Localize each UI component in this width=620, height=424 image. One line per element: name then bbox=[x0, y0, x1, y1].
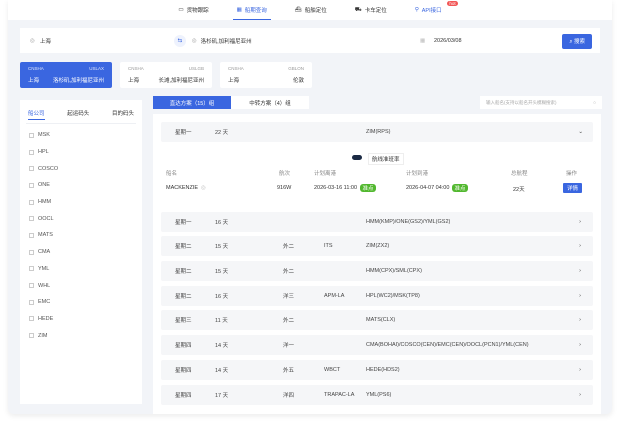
schedule-row[interactable]: 星期一 16 天 HMM(KMP)/ONE(GS2)/YML(GS2) › bbox=[161, 211, 593, 232]
truck-box-icon: ▭ bbox=[178, 7, 184, 13]
schedule-row[interactable]: 星期三 11 天 外二 MATS(CLX) › bbox=[161, 310, 593, 331]
search-icon: ○ bbox=[593, 100, 596, 105]
search-bar: ◎ 上海 ⇆ ◎ 洛杉矶,加利福尼亚州 ▦ 2026/03/08 ⌕ 搜索 bbox=[20, 28, 600, 53]
search-button[interactable]: ⌕ 搜索 bbox=[562, 34, 592, 49]
carrier-checkbox[interactable]: HEDE bbox=[26, 311, 136, 328]
location-icon: ◎ bbox=[30, 37, 35, 44]
date-input[interactable]: 2026/03/08 bbox=[434, 37, 462, 44]
carrier-checkbox[interactable]: COSCO bbox=[26, 160, 136, 177]
chevron-right-icon: › bbox=[579, 391, 581, 398]
schedule-list: 星期一 22 天 ZIM(RPS) ⌄ 航线准班率 船名 航次 计划离港 计划到… bbox=[153, 114, 601, 414]
sailing-detail: 航线准班率 船名 航次 计划离港 计划到港 总航程 操作 MACKENZIE ◎… bbox=[161, 147, 593, 209]
tab-direct[interactable]: 直达方案（15）组 bbox=[153, 96, 231, 109]
vessel-name[interactable]: MACKENZIE bbox=[166, 184, 199, 191]
nav-schedule[interactable]: ▦ 船期查询 bbox=[232, 0, 271, 20]
nav-cargo-tracking[interactable]: ▭ 货物跟踪 bbox=[178, 7, 209, 14]
schedule-row[interactable]: 星期四 17 天 洋四 TRAPAC-LA YML(PS6) › bbox=[161, 384, 593, 405]
nav-truck-position[interactable]: ⛟ 卡车定位 bbox=[354, 6, 387, 15]
swap-icon[interactable]: ⇆ bbox=[173, 34, 186, 47]
carrier-checkbox[interactable]: YML bbox=[26, 261, 136, 278]
route-card[interactable]: CNSHA USLAX 上海 洛杉矶,加利福尼亚州 bbox=[20, 62, 112, 88]
chevron-down-icon: ⌄ bbox=[578, 129, 583, 135]
destination-input[interactable]: 洛杉矶,加利福尼亚州 bbox=[200, 38, 252, 45]
route-card[interactable]: CNSHA USLGB 上海 长滩,加利福尼亚州 bbox=[120, 62, 212, 88]
detail-button[interactable]: 详情 bbox=[563, 182, 583, 193]
carrier-checkbox[interactable]: HMM bbox=[26, 194, 136, 211]
checkbox-icon bbox=[29, 299, 34, 305]
checkbox-icon bbox=[29, 132, 34, 138]
chevron-right-icon: › bbox=[579, 243, 581, 250]
checkbox-icon bbox=[29, 182, 34, 188]
origin-input[interactable]: 上海 bbox=[39, 38, 51, 45]
link-icon: ⚲ bbox=[414, 7, 419, 13]
chevron-right-icon: › bbox=[579, 292, 581, 299]
chevron-right-icon: › bbox=[579, 218, 581, 225]
carrier-checkbox[interactable]: OOCL bbox=[26, 210, 136, 227]
schedule-row[interactable]: 星期二 15 天 外二 HMM(CPX)/SML(CPX) › bbox=[161, 261, 593, 282]
chevron-right-icon: › bbox=[579, 268, 581, 275]
chevron-right-icon: › bbox=[579, 366, 581, 373]
vessel-search-input[interactable]: 输入船名(支持以船名开头模糊搜索) ○ bbox=[480, 96, 602, 109]
carrier-checkbox[interactable]: MATS bbox=[26, 227, 136, 244]
carrier-checkbox[interactable]: MSK bbox=[26, 127, 136, 144]
app-frame: ▭ 货物跟踪 ▦ 船期查询 ⛴ 船舶定位 ⛟ 卡车定位 ⚲ API接口 hot ◎ 上海 ⇆… bbox=[8, 0, 612, 414]
ship-icon: ⛴ bbox=[294, 7, 302, 13]
calendar-icon: ▦ bbox=[420, 37, 426, 44]
checkbox-icon bbox=[29, 166, 34, 172]
checkbox-icon bbox=[29, 283, 34, 289]
checkbox-icon bbox=[29, 249, 34, 255]
schedule-row[interactable]: 星期二 16 天 洋三 APM-LA HPL(WC2)/MSK(TP8) › bbox=[161, 285, 593, 306]
carrier-checkbox[interactable]: EMC bbox=[26, 294, 136, 311]
calendar-icon: ▦ bbox=[236, 6, 242, 13]
carrier-checkbox[interactable]: HPL bbox=[26, 144, 136, 161]
truck-icon: ⛟ bbox=[354, 6, 362, 13]
checkbox-icon bbox=[29, 266, 34, 272]
carrier-checkbox[interactable]: ONE bbox=[26, 177, 136, 194]
checkbox-icon bbox=[29, 232, 34, 238]
route-card[interactable]: CNSHA GBLON 上海 伦敦 bbox=[220, 62, 312, 88]
tab-destination-terminal[interactable]: 目的码头 bbox=[111, 111, 134, 117]
tab-carrier[interactable]: 船公司 bbox=[28, 109, 45, 120]
schedule-row-expanded[interactable]: 星期一 22 天 ZIM(RPS) ⌄ bbox=[161, 122, 593, 142]
checkbox-icon bbox=[29, 199, 34, 205]
plan-tabs: 直达方案（15）组 中转方案（4）组 bbox=[153, 96, 309, 109]
checkbox-icon bbox=[29, 333, 34, 339]
tab-transfer[interactable]: 中转方案（4）组 bbox=[231, 96, 309, 109]
location-icon: ◎ bbox=[191, 37, 197, 44]
schedule-row[interactable]: 星期二 15 天 外二 ITS ZIM(ZX2) › bbox=[161, 236, 593, 257]
checkbox-icon bbox=[29, 316, 34, 322]
status-badge: 准点 bbox=[452, 183, 469, 192]
carrier-checkbox[interactable]: ZIM bbox=[26, 327, 136, 344]
carrier-checkbox[interactable]: CMA bbox=[26, 244, 136, 261]
status-badge: 准点 bbox=[360, 183, 377, 192]
nav-api[interactable]: ⚲ API接口 hot bbox=[414, 1, 458, 14]
nav-ship-position[interactable]: ⛴ 船舶定位 bbox=[294, 7, 327, 14]
checkbox-icon bbox=[29, 149, 34, 155]
schedule-row[interactable]: 星期四 14 天 洋一 CMA(BOHAI)/COSCO(CEN)/EMC(CE… bbox=[161, 335, 593, 356]
top-nav: ▭ 货物跟踪 ▦ 船期查询 ⛴ 船舶定位 ⛟ 卡车定位 ⚲ API接口 hot bbox=[8, 0, 612, 20]
chevron-right-icon: › bbox=[579, 342, 581, 349]
route-cards: CNSHA USLAX 上海 洛杉矶,加利福尼亚州 CNSHA USLGB 上海 长滩,加利… bbox=[20, 62, 312, 88]
search-icon: ⌕ bbox=[569, 39, 574, 45]
ontime-toggle[interactable] bbox=[352, 154, 362, 160]
carrier-checkbox[interactable]: WHL bbox=[26, 277, 136, 294]
chevron-right-icon: › bbox=[579, 317, 581, 324]
info-icon[interactable]: ◎ bbox=[201, 184, 206, 191]
checkbox-icon bbox=[29, 216, 34, 222]
ontime-label[interactable]: 航线准班率 bbox=[368, 152, 404, 165]
schedule-row[interactable]: 星期四 14 天 外五 WBCT HEDE(HDS2) › bbox=[161, 359, 593, 380]
tab-origin-terminal[interactable]: 起运码头 bbox=[67, 111, 90, 117]
filter-panel: 船公司 起运码头 目的码头 MSK HPL COSCO ONE HMM OOCL MATS C… bbox=[20, 100, 142, 404]
hot-badge: hot bbox=[447, 1, 458, 6]
